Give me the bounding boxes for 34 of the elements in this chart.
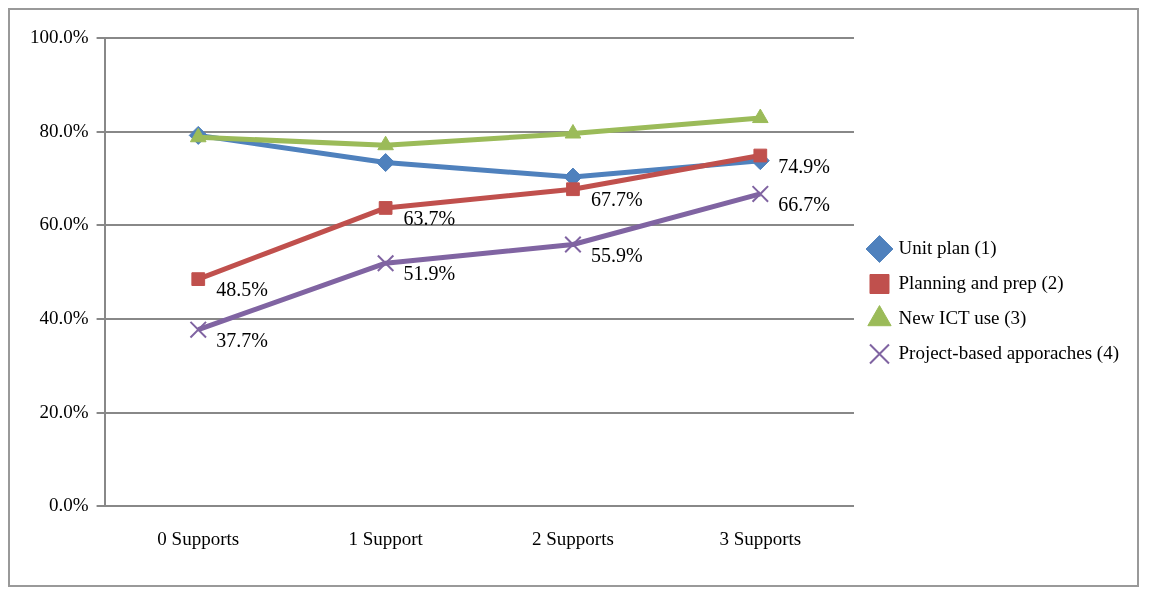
legend-label: Unit plan (1) bbox=[898, 236, 997, 259]
y-tick-label: 0.0% bbox=[49, 494, 89, 516]
legend-label: Planning and prep (2) bbox=[898, 271, 1064, 294]
point bbox=[564, 124, 582, 139]
point bbox=[376, 153, 396, 173]
x-tick-label: 0 Supports bbox=[157, 527, 240, 549]
y-tick-label: 40.0% bbox=[39, 306, 89, 328]
data-label: 74.9% bbox=[778, 154, 830, 177]
point bbox=[752, 108, 769, 124]
legend-label: Project-based apporaches (4) bbox=[898, 341, 1119, 364]
y-tick-label: 60.0% bbox=[39, 213, 89, 235]
data-label: 37.7% bbox=[216, 328, 268, 351]
point bbox=[751, 185, 770, 203]
y-tick-label: 100.0% bbox=[30, 25, 89, 47]
data-label: 67.7% bbox=[590, 188, 643, 211]
data-label: 55.9% bbox=[590, 243, 643, 266]
data-label: 66.7% bbox=[778, 193, 830, 216]
y-tick-label: 20.0% bbox=[39, 400, 89, 422]
point bbox=[376, 254, 395, 272]
point bbox=[189, 320, 208, 339]
data-label: 48.5% bbox=[216, 278, 268, 301]
point bbox=[564, 235, 582, 254]
point bbox=[378, 201, 393, 215]
point bbox=[753, 148, 768, 163]
data-label: 63.7% bbox=[403, 207, 456, 230]
x-tick-label: 2 Supports bbox=[532, 527, 614, 549]
point bbox=[377, 135, 394, 151]
legend-label: New ICT use (3) bbox=[898, 306, 1027, 329]
x-tick-label: 3 Supports bbox=[719, 527, 802, 549]
point bbox=[191, 272, 206, 286]
data-label: 51.9% bbox=[403, 262, 456, 285]
y-tick-label: 80.0% bbox=[39, 119, 89, 141]
point bbox=[566, 182, 580, 197]
x-tick-label: 1 Support bbox=[348, 527, 424, 549]
